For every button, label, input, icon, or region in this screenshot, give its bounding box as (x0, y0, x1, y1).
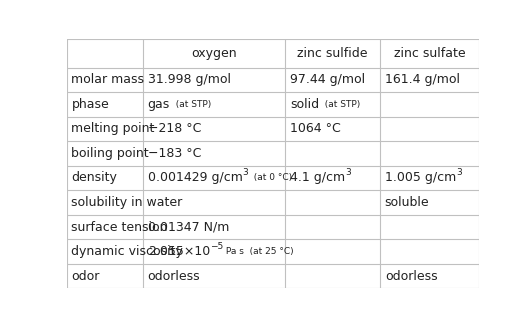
Text: 0.001429 g/cm: 0.001429 g/cm (148, 171, 243, 184)
Text: soluble: soluble (385, 196, 429, 209)
Text: phase: phase (71, 98, 109, 111)
Text: 161.4 g/mol: 161.4 g/mol (385, 73, 460, 86)
Text: zinc sulfide: zinc sulfide (297, 47, 368, 60)
Text: 3: 3 (345, 168, 351, 177)
Text: dynamic viscosity: dynamic viscosity (71, 245, 184, 258)
Text: (at STP): (at STP) (319, 100, 360, 109)
Text: (at STP): (at STP) (170, 100, 211, 109)
Text: surface tension: surface tension (71, 221, 168, 234)
Text: solubility in water: solubility in water (71, 196, 182, 209)
Text: 3: 3 (243, 168, 248, 177)
Text: (at 0 °C): (at 0 °C) (248, 173, 293, 182)
Text: melting point: melting point (71, 122, 155, 135)
Text: zinc sulfate: zinc sulfate (394, 47, 465, 60)
Text: molar mass: molar mass (71, 73, 145, 86)
Text: −218 °C: −218 °C (148, 122, 201, 135)
Text: 1.005 g/cm: 1.005 g/cm (385, 171, 456, 184)
Text: 31.998 g/mol: 31.998 g/mol (148, 73, 231, 86)
Text: solid: solid (290, 98, 319, 111)
Text: −183 °C: −183 °C (148, 147, 201, 160)
Text: boiling point: boiling point (71, 147, 149, 160)
Text: 4.1 g/cm: 4.1 g/cm (290, 171, 345, 184)
Text: density: density (71, 171, 118, 184)
Text: odor: odor (71, 270, 100, 283)
Text: 3: 3 (456, 168, 462, 177)
Text: odorless: odorless (385, 270, 437, 283)
Text: Pa s  (at 25 °C): Pa s (at 25 °C) (223, 247, 294, 256)
Text: 2.055×10: 2.055×10 (148, 245, 210, 258)
Text: 1064 °C: 1064 °C (290, 122, 340, 135)
Text: 97.44 g/mol: 97.44 g/mol (290, 73, 365, 86)
Text: gas: gas (148, 98, 170, 111)
Text: 0.01347 N/m: 0.01347 N/m (148, 221, 229, 234)
Text: −5: −5 (210, 242, 223, 250)
Text: odorless: odorless (148, 270, 201, 283)
Text: oxygen: oxygen (191, 47, 237, 60)
